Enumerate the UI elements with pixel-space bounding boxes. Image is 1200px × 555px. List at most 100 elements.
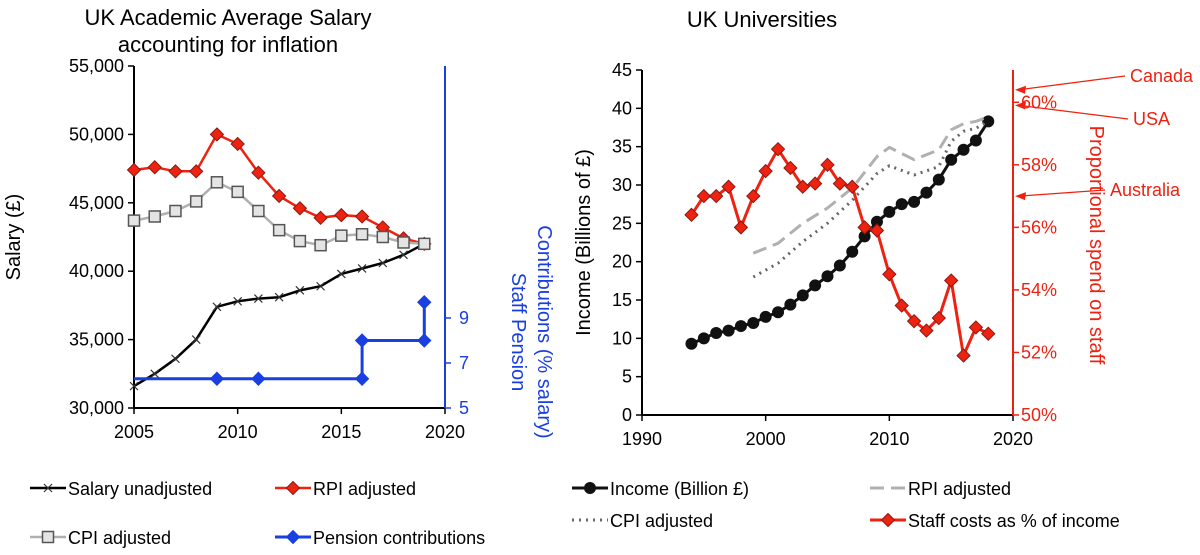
data-point — [908, 195, 921, 208]
data-point — [191, 335, 201, 345]
legend-label: CPI adjusted — [610, 511, 713, 531]
data-point — [169, 204, 182, 218]
data-point — [956, 348, 971, 363]
chart-title: UK Academic Average Salary — [85, 5, 372, 30]
legend-label: RPI adjusted — [313, 479, 416, 499]
data-point — [895, 198, 908, 211]
data-point — [796, 289, 809, 302]
data-point — [212, 302, 222, 312]
x-tick-label: 2015 — [321, 422, 361, 442]
series-income-billion- — [685, 115, 995, 350]
data-point — [820, 157, 835, 173]
legend-item: Pension contributions — [275, 528, 485, 548]
data-point — [335, 229, 348, 242]
y-tick-label: 15 — [612, 290, 632, 310]
y-axis-label: Income (Billions of £) — [573, 149, 595, 336]
data-point — [354, 333, 370, 348]
y-tick-label: 10 — [612, 328, 632, 348]
data-point — [293, 234, 307, 248]
annotation-arrow-line — [1018, 104, 1129, 120]
y-tick-label: 35,000 — [69, 330, 124, 350]
data-point — [209, 371, 225, 386]
annotation-label: USA — [1133, 109, 1170, 129]
legend-item: Income (Billion £) — [572, 479, 749, 499]
data-point — [129, 381, 139, 391]
y2-axis-label: Contributions (% salary) — [533, 225, 555, 438]
data-point — [251, 371, 266, 386]
data-point — [399, 250, 408, 260]
data-point — [932, 173, 945, 186]
data-point — [845, 179, 860, 194]
data-point — [784, 298, 797, 311]
data-point — [417, 295, 432, 310]
data-point — [253, 294, 263, 303]
annotation-canada: Canada — [1015, 66, 1194, 94]
arrow-head-icon — [1015, 192, 1026, 201]
data-point — [251, 165, 266, 180]
data-point — [274, 292, 284, 302]
legend-item: CPI adjusted — [572, 511, 713, 531]
series-rpi-adjusted — [752, 115, 989, 255]
annotation-label: Canada — [1130, 66, 1194, 86]
data-point — [883, 205, 896, 218]
legend-item: Staff costs as % of income — [870, 511, 1120, 531]
data-point — [747, 317, 760, 329]
arrow-head-icon — [1015, 101, 1026, 110]
data-point — [746, 188, 761, 204]
legend-marker — [41, 530, 55, 544]
series-line — [752, 120, 990, 279]
data-point — [758, 163, 773, 179]
y2-tick-label: 50% — [1021, 405, 1057, 425]
data-point — [832, 176, 848, 191]
series-cpi-adjusted — [127, 176, 431, 252]
data-point — [417, 333, 432, 348]
annotation-label: Australia — [1110, 180, 1181, 200]
y-tick-label: 40 — [612, 98, 632, 118]
data-point — [795, 179, 810, 194]
annotation-australia: Australia — [1015, 180, 1181, 201]
y2-tick-label: 58% — [1021, 155, 1057, 175]
y-tick-label: 20 — [612, 252, 632, 272]
data-point — [858, 230, 871, 243]
data-point — [271, 188, 287, 204]
y2-tick-label: 9 — [459, 308, 469, 328]
y-tick-label: 45,000 — [69, 193, 124, 213]
legend-label: RPI adjusted — [908, 479, 1011, 499]
data-point — [188, 164, 204, 179]
legend-label: Income (Billion £) — [610, 479, 749, 499]
chart-title: accounting for inflation — [118, 32, 338, 57]
x-tick-label: 2010 — [218, 422, 258, 442]
legend-marker — [43, 483, 53, 493]
y2-tick-label: 56% — [1021, 217, 1057, 237]
data-point — [354, 371, 370, 386]
series-line — [134, 302, 426, 381]
legend-marker — [584, 482, 596, 494]
data-point — [945, 153, 958, 166]
data-point — [721, 179, 736, 194]
x-tick-label: 2020 — [993, 429, 1033, 449]
annotation-arrow-line — [1018, 75, 1126, 91]
data-point — [833, 259, 846, 272]
y-tick-label: 30,000 — [69, 398, 124, 418]
data-point — [418, 237, 431, 251]
data-point — [772, 306, 785, 319]
data-point — [316, 281, 326, 291]
y2-axis-label: Proportional spend on staff — [1085, 126, 1107, 365]
y2-axis-label: Staff Pension — [507, 273, 529, 392]
data-point — [969, 134, 982, 147]
series-staff-costs-as-of-income — [684, 141, 996, 363]
series-line — [690, 120, 990, 346]
data-point — [295, 285, 305, 295]
y2-tick-label: 52% — [1021, 342, 1057, 362]
data-point — [168, 164, 183, 179]
data-point — [233, 296, 243, 306]
y-tick-label: 25 — [612, 213, 632, 233]
data-point — [354, 209, 370, 224]
data-point — [931, 310, 947, 326]
data-point — [870, 215, 883, 228]
data-point — [355, 228, 369, 241]
data-point — [376, 230, 390, 244]
data-point — [857, 220, 872, 235]
arrow-head-icon — [1015, 85, 1026, 94]
